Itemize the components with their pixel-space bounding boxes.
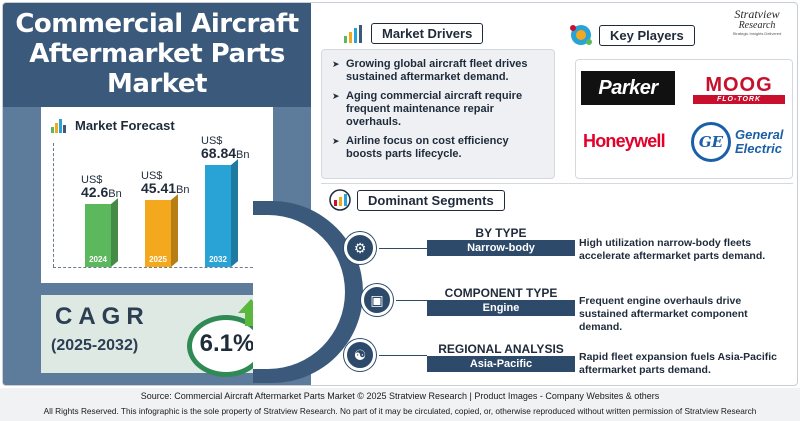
brand-name: Stratview (734, 7, 780, 21)
parker-logo: Parker (581, 71, 675, 105)
stratview-logo: Stratview Research Strategic Insights De… (719, 7, 795, 36)
cagr-period: (2025-2032) (51, 337, 139, 354)
forecast-heading-label: Market Forecast (75, 117, 175, 133)
bar-number: 42.6 (81, 184, 109, 200)
drivers-heading-label: Market Drivers (371, 23, 484, 44)
bar-year-label: 2025 (149, 255, 167, 264)
bar-number: 68.84 (201, 145, 237, 161)
forecast-x-axis (53, 267, 263, 268)
ge-wordmark: General Electric (735, 128, 783, 156)
forecast-heading: Market Forecast (51, 117, 175, 133)
bar-side (111, 198, 118, 267)
driver-item: Aging commercial aircraft require freque… (332, 90, 546, 129)
title-line-3: Market (107, 69, 207, 99)
moog-subline: FLO-TORK (693, 95, 785, 104)
infographic-frame: Commercial Aircraft Aftermarket Parts Ma… (2, 2, 798, 386)
segment-value: Engine (427, 300, 575, 316)
segment-connector (379, 248, 427, 249)
bar-year-label: 2032 (209, 255, 227, 264)
bar-front (145, 200, 171, 267)
bar-currency: US$ (141, 170, 163, 182)
page-title: Commercial Aircraft Aftermarket Parts Ma… (3, 9, 311, 99)
segment-value: Narrow-body (427, 240, 575, 256)
ge-monogram: GE (691, 122, 731, 162)
bar-year-label: 2024 (89, 255, 107, 264)
bar-currency: US$ (81, 174, 103, 186)
bar-currency: US$ (201, 135, 223, 147)
ge-line-2: Electric (735, 141, 782, 156)
segment-title: REGIONAL ANALYSIS (438, 342, 564, 356)
bar-unit: Bn (236, 149, 250, 161)
segments-chart-icon (329, 189, 351, 211)
segment-connector (379, 355, 427, 356)
market-forecast-card: Market Forecast 2024 US$ 42.6Bn 2025 US$ 45.4… (41, 107, 273, 283)
bar-value-label: US$ 42.6Bn (81, 174, 122, 200)
moog-logo: MOOG FLO-TORK (693, 75, 785, 105)
box-icon: ▣ (361, 284, 393, 316)
aircraft-gear-icon: ⚙ (344, 232, 376, 264)
general-electric-logo: GE General Electric (691, 119, 787, 165)
source-note: Source: Commercial Aircraft Aftermarket … (140, 391, 660, 401)
market-drivers-box: Growing global aircraft fleet drives sus… (321, 49, 555, 179)
bar-value-label: US$ 45.41Bn (141, 170, 190, 196)
bar-unit: Bn (176, 184, 190, 196)
title-line-1: Commercial Aircraft (15, 9, 299, 39)
bar-value-label: US$ 68.84Bn (201, 135, 250, 161)
players-heading: Key Players (569, 23, 695, 47)
section-divider (321, 183, 793, 184)
driver-item: Airline focus on cost efficiency boosts … (332, 135, 546, 161)
globe-network-icon (570, 25, 592, 45)
rights-note: All Rights Reserved. This infographic is… (43, 406, 757, 416)
forecast-bar-2032: 2032 (205, 159, 238, 267)
ge-line-1: General (735, 127, 784, 142)
segment-description: High utilization narrow-body fleets acce… (579, 237, 766, 262)
honeywell-logo: Honeywell (583, 131, 666, 151)
cagr-label: CAGR (55, 303, 150, 330)
cagr-value: 6.1% (199, 330, 255, 357)
segment-title: COMPONENT TYPE (444, 286, 558, 300)
segment-description: Frequent engine overhauls drive sustaine… (579, 295, 748, 333)
driver-item: Growing global aircraft fleet drives sus… (332, 58, 546, 84)
drivers-heading: Market Drivers (343, 23, 484, 44)
segment-connector (396, 300, 427, 301)
segment-description: Rapid fleet expansion fuels Asia-Pacific… (579, 351, 778, 376)
segments-heading-label: Dominant Segments (357, 189, 505, 211)
bar-side (171, 194, 178, 267)
brand-sub: Research (738, 20, 776, 31)
forecast-y-axis (53, 143, 54, 267)
footer: Source: Commercial Aircraft Aftermarket … (0, 388, 800, 421)
forecast-bar-2024: 2024 (85, 198, 118, 267)
segment-value: Asia-Pacific (427, 356, 575, 372)
bar-side (231, 159, 238, 267)
players-heading-label: Key Players (599, 24, 695, 46)
moog-wordmark: MOOG (705, 74, 773, 96)
bar-unit: Bn (108, 188, 122, 200)
bar-number: 45.41 (141, 180, 177, 196)
globe-icon: ☯ (344, 339, 376, 371)
segment-title: BY TYPE (475, 226, 527, 240)
bar-front (85, 204, 111, 267)
bar-chart-icon (51, 117, 69, 133)
segments-heading: Dominant Segments (329, 189, 505, 211)
growth-chart-icon (344, 24, 362, 43)
forecast-bar-2025: 2025 (145, 194, 178, 267)
bar-front (205, 165, 231, 267)
brand-tagline: Strategic Insights Delivered (732, 31, 782, 36)
title-line-2: Aftermarket Parts (29, 39, 285, 69)
